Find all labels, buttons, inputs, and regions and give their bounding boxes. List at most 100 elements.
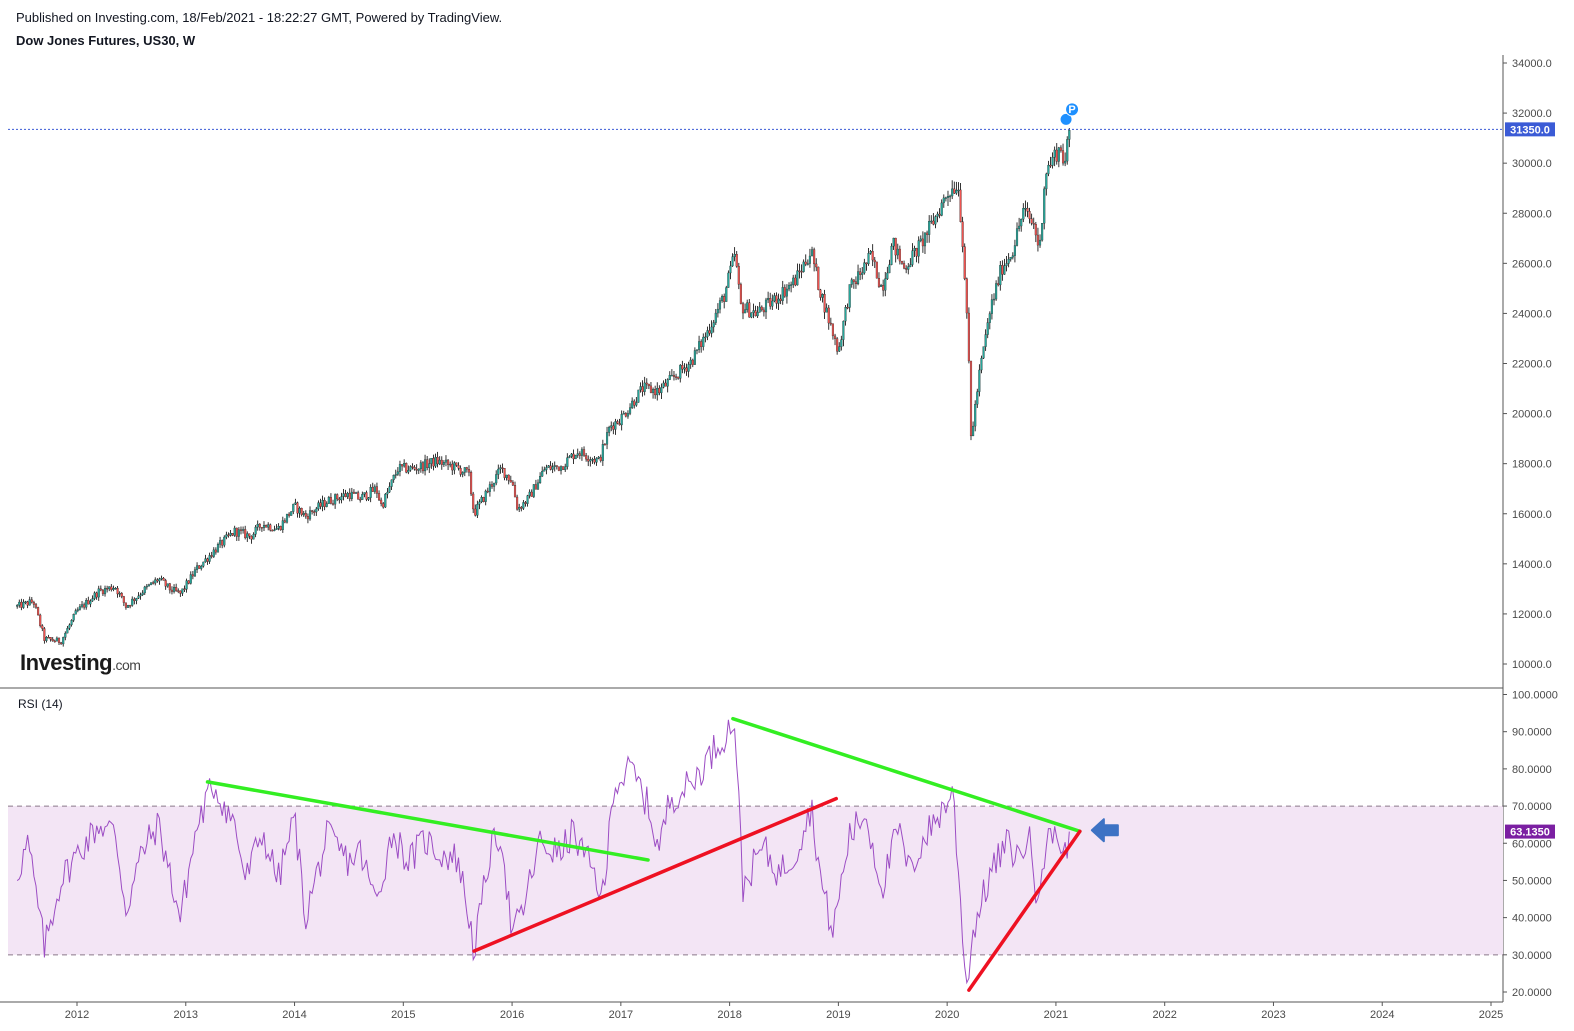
candle [942,194,945,208]
candle [457,462,460,471]
candle-body [380,499,383,504]
candle [938,208,941,219]
candle-body [976,391,979,405]
candle [290,511,293,516]
candle [346,491,349,499]
candle-body [467,469,471,473]
candle-body [354,492,358,494]
candle-body [961,221,964,247]
candle [306,513,309,524]
candle [170,586,174,595]
candle [384,492,387,508]
candle-body [133,598,136,601]
candle-body [704,336,707,339]
candle-body [39,614,42,626]
trendline-rsi-red-2[interactable] [967,829,1082,992]
candle [166,583,169,588]
candle [428,458,431,473]
candle-body [120,593,123,597]
candle [969,360,973,441]
candle-body [164,580,167,587]
candle-body [246,533,249,538]
candle [392,474,395,483]
event-marker[interactable] [1059,112,1073,126]
candle-body [969,360,973,437]
candle-body [83,604,86,608]
candle-body [698,341,701,350]
candle [652,387,655,399]
candle-body [480,497,483,503]
candle [221,539,224,549]
candle-body [419,462,422,470]
candle-body [1066,139,1069,162]
candle-body [369,487,372,498]
candle-body [854,281,858,285]
rsi-tick-label: 40.0000 [1512,913,1552,925]
arrow-shape [1090,818,1119,843]
candle [28,596,31,606]
candle-body [398,464,402,472]
candle-body [472,493,475,510]
candle-body [219,540,222,545]
candle-body [281,520,284,531]
candle-body [938,213,941,216]
candle-body [536,482,540,490]
price-tick-label: 12000.0 [1512,609,1552,621]
trendline-rsi-red-1[interactable] [472,796,838,953]
candle [472,491,475,514]
candle [675,373,678,381]
candle-body [760,306,763,311]
candle-body [587,458,590,462]
candle-body [670,374,673,377]
candle-body [612,425,615,430]
candle-body [819,289,822,298]
candle [940,199,943,217]
trendline-rsi-green-2[interactable] [731,716,1082,834]
candle-body [106,588,109,590]
candle [501,463,504,473]
candle-body [112,588,115,590]
candle [1043,186,1046,230]
candle [411,463,414,470]
candle [83,602,86,610]
candle-body [848,284,851,308]
candle-body [664,382,667,387]
candle-body [750,312,753,318]
candle-body [871,251,874,261]
candle-body [26,601,29,606]
candle-body [884,278,887,291]
candle-body [813,249,816,265]
candle-body [710,326,713,334]
candle [499,464,502,474]
published-info: Published on Investing.com, 18/Feb/2021 … [16,10,503,25]
candle-body [60,642,63,645]
candle-body [311,510,314,512]
trendline-rsi-green-1[interactable] [205,780,650,862]
candle [741,301,745,320]
candle-body [566,457,569,467]
candle [691,358,694,368]
candle-body [880,285,883,287]
candle-body [273,529,276,531]
rsi-tick-label: 70.0000 [1512,801,1552,813]
candle [451,460,454,475]
candle [670,369,673,377]
candle [716,303,719,318]
candle [946,190,950,206]
candle [773,292,776,303]
candle-body [702,336,705,347]
candle-body [541,471,544,477]
candle [572,449,575,464]
candle [689,357,692,369]
candle-body [91,598,94,602]
candle-body [68,624,71,629]
candle [1041,223,1044,242]
candle-body [49,637,52,640]
candle-body [407,470,410,473]
candle [1064,152,1067,167]
event-marker-p[interactable] [1065,102,1080,117]
candle-body [1045,173,1048,190]
candle-body [888,264,891,274]
candle [754,305,757,317]
